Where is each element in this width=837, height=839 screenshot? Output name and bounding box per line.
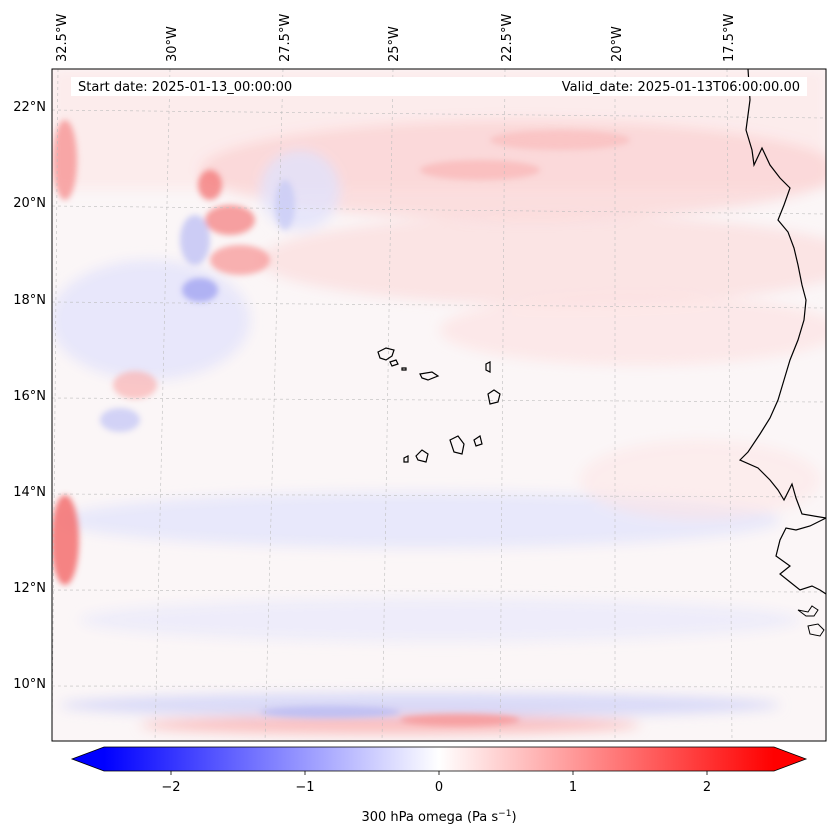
colorbar-label-sup: −1 <box>498 809 511 819</box>
lon-label-17.5w: 17.5°W <box>722 14 737 62</box>
colorbar-label-end: ) <box>511 810 516 825</box>
longitude-labels: 32.5°W 30°W 27.5°W 25°W 22.5°W 20°W 17.5… <box>55 14 737 62</box>
colorbar-min-arrow <box>72 747 104 771</box>
map-panel <box>51 68 827 742</box>
map-gridlines <box>52 69 826 741</box>
lat-label-16n: 16°N <box>13 389 46 404</box>
lat-label-10n: 10°N <box>13 677 46 692</box>
lat-label-14n: 14°N <box>13 485 46 500</box>
colorbar-tick-2: 2 <box>703 780 711 795</box>
lon-label-30w: 30°W <box>165 26 180 62</box>
lat-label-22n: 22°N <box>13 100 46 115</box>
lon-label-27.5w: 27.5°W <box>278 14 293 62</box>
lat-label-18n: 18°N <box>13 293 46 308</box>
colorbar-body <box>104 747 774 771</box>
lat-label-12n: 12°N <box>13 581 46 596</box>
colorbar-tick-0: 0 <box>435 780 443 795</box>
colorbar-tick-neg2: −2 <box>161 780 180 795</box>
lon-label-25w: 25°W <box>387 26 402 62</box>
lon-label-20w: 20°W <box>610 26 625 62</box>
start-date-label: Start date: 2025-01-13_00:00:00 <box>78 80 292 95</box>
guinea-islands <box>797 605 825 637</box>
lon-label-22.5w: 22.5°W <box>500 14 515 62</box>
lat-label-20n: 20°N <box>13 196 46 211</box>
colorbar-label-main: 300 hPa omega (Pa s <box>361 810 498 825</box>
colorbar-max-arrow <box>774 747 806 771</box>
colorbar-tick-neg1: −1 <box>295 780 314 795</box>
latitude-labels: 22°N 20°N 18°N 16°N 14°N 12°N 10°N <box>13 100 46 692</box>
colorbar: −2 −1 0 1 2 300 hPa omega (Pa s−1) <box>70 746 808 825</box>
date-header: Start date: 2025-01-13_00:00:00 Valid_da… <box>71 77 807 96</box>
valid-date-label: Valid_date: 2025-01-13T06:00:00.00 <box>562 80 800 95</box>
africa-coastline <box>738 69 826 595</box>
colorbar-label: 300 hPa omega (Pa s−1) <box>361 809 516 825</box>
cape-verde-islands <box>377 347 501 463</box>
lon-label-32.5w: 32.5°W <box>55 14 70 62</box>
colorbar-tick-1: 1 <box>569 780 577 795</box>
